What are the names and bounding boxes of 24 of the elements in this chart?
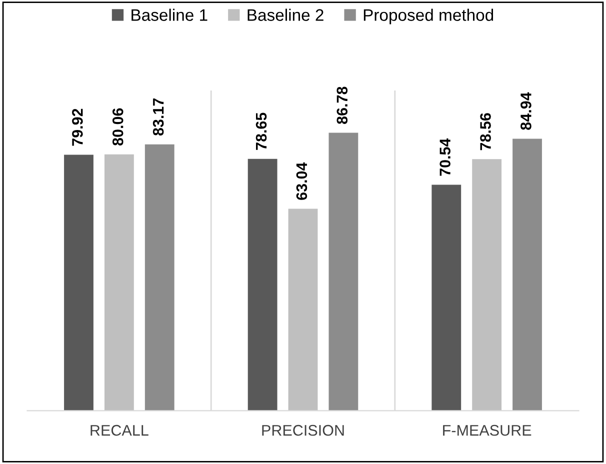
x-tick-label: F-MEASURE <box>443 424 532 436</box>
data-label: 79.92 <box>72 108 83 146</box>
x-tick-label: PRECISION <box>262 424 344 436</box>
legend-label: Baseline 1 <box>132 8 208 21</box>
bar <box>104 154 134 411</box>
bar <box>432 184 462 411</box>
bar <box>144 144 174 411</box>
data-label: 70.54 <box>440 138 450 176</box>
data-label: 63.04 <box>296 162 308 200</box>
legend-label: Baseline 2 <box>248 8 324 21</box>
x-tick-label: RECALL <box>90 424 148 436</box>
bar <box>248 158 278 411</box>
data-label: 83.17 <box>152 98 164 136</box>
data-label: 78.56 <box>480 113 491 150</box>
bar <box>512 138 542 411</box>
data-label: 80.06 <box>112 108 124 146</box>
data-label: 86.78 <box>336 86 348 124</box>
bar <box>64 154 94 411</box>
bar <box>288 208 318 411</box>
data-label: 78.65 <box>256 112 267 150</box>
bar <box>472 159 502 411</box>
data-label: 84.94 <box>520 92 532 130</box>
legend-label: Proposed method <box>364 8 494 24</box>
bar <box>328 132 358 411</box>
